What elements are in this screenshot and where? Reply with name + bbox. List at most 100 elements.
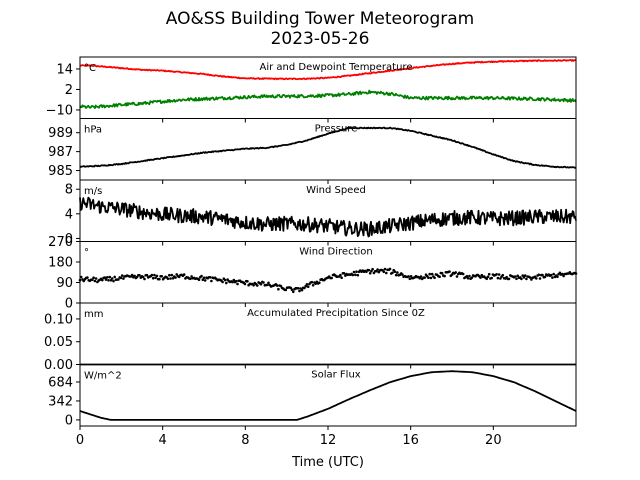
wind-direction-point bbox=[355, 270, 358, 274]
wind-direction-point bbox=[516, 274, 519, 278]
wind-direction-point bbox=[108, 275, 112, 279]
series-line bbox=[79, 370, 577, 421]
wind-direction-point bbox=[296, 287, 300, 290]
figure-title: AO&SS Building Tower Meteorogram bbox=[166, 9, 474, 29]
unit-label: °C bbox=[84, 63, 96, 74]
wind-direction-point bbox=[119, 276, 123, 280]
y-tick-label: 989 bbox=[48, 126, 73, 141]
wind-direction-point bbox=[169, 277, 172, 280]
wind-direction-point bbox=[339, 273, 342, 277]
wind-direction-point bbox=[305, 283, 309, 286]
wind-direction-point bbox=[429, 276, 433, 280]
wind-direction-point bbox=[306, 285, 310, 289]
y-tick-label: 90 bbox=[56, 276, 73, 291]
x-tick-label: 20 bbox=[485, 433, 502, 448]
y-tick-label: 180 bbox=[48, 256, 73, 271]
unit-label: m/s bbox=[84, 186, 102, 197]
panel-title: Pressure bbox=[315, 124, 358, 135]
wind-direction-point bbox=[443, 274, 446, 278]
unit-label: mm bbox=[84, 309, 103, 320]
wind-direction-point bbox=[513, 275, 517, 278]
y-tick-label: 0 bbox=[65, 297, 73, 312]
wind-direction-point bbox=[556, 275, 559, 279]
y-tick-label: 0.10 bbox=[44, 312, 73, 327]
wind-direction-point bbox=[232, 278, 236, 282]
y-tick-label: 985 bbox=[48, 164, 73, 179]
wind-direction-point bbox=[401, 273, 404, 276]
series-line bbox=[79, 89, 577, 109]
wind-direction-point bbox=[117, 278, 120, 281]
wind-direction-point bbox=[122, 277, 125, 280]
wind-direction-point bbox=[189, 277, 192, 281]
wind-direction-point bbox=[340, 276, 343, 280]
wind-direction-point bbox=[427, 276, 430, 280]
unit-label: W/m^2 bbox=[84, 371, 122, 382]
y-tick-label: −10 bbox=[46, 103, 73, 118]
x-tick-label: 4 bbox=[159, 433, 167, 448]
wind-direction-point bbox=[448, 270, 451, 273]
wind-direction-point bbox=[440, 271, 444, 275]
panel-3: 8 4 0 m/s Wind Speed bbox=[65, 179, 577, 247]
wind-direction-point bbox=[310, 280, 314, 284]
wind-direction-point bbox=[221, 280, 224, 284]
x-tick-label: 8 bbox=[241, 433, 249, 448]
wind-direction-point bbox=[501, 273, 505, 277]
wind-direction-point bbox=[200, 274, 203, 278]
wind-direction-point bbox=[330, 276, 334, 280]
x-tick-label: 16 bbox=[402, 433, 419, 448]
wind-direction-point bbox=[79, 275, 83, 279]
wind-direction-point bbox=[496, 276, 500, 280]
wind-direction-point bbox=[210, 279, 213, 283]
panel-title: Wind Direction bbox=[299, 247, 373, 258]
wind-direction-point bbox=[541, 273, 544, 277]
wind-direction-point bbox=[225, 281, 228, 285]
wind-direction-point bbox=[93, 279, 97, 283]
wind-direction-point bbox=[277, 287, 280, 291]
wind-direction-point bbox=[86, 276, 89, 279]
y-tick-label: 987 bbox=[48, 145, 73, 160]
wind-direction-point bbox=[407, 275, 410, 278]
wind-direction-point bbox=[304, 284, 308, 288]
wind-direction-point bbox=[352, 270, 356, 274]
wind-direction-point bbox=[490, 276, 494, 280]
panel-title: Solar Flux bbox=[311, 370, 361, 381]
wind-direction-point bbox=[465, 274, 469, 278]
wind-direction-point bbox=[262, 281, 265, 284]
wind-direction-point bbox=[486, 275, 490, 279]
wind-direction-point bbox=[367, 268, 371, 272]
wind-direction-point bbox=[290, 288, 294, 292]
panel-2: 989 987 985 hPa Pressure bbox=[48, 118, 577, 184]
wind-direction-point bbox=[154, 276, 157, 280]
wind-direction-point bbox=[318, 281, 321, 285]
wind-direction-point bbox=[419, 275, 423, 278]
wind-direction-point bbox=[110, 277, 114, 280]
wind-direction-point bbox=[103, 276, 107, 279]
y-tick-label: 270 bbox=[48, 235, 73, 250]
wind-direction-point bbox=[485, 277, 489, 281]
wind-direction-point bbox=[454, 271, 458, 274]
wind-direction-point bbox=[497, 273, 501, 276]
figure-subtitle: 2023-05-26 bbox=[271, 29, 370, 49]
wind-direction-point bbox=[267, 281, 270, 285]
x-axis: 0 4 8 12 16 20 bbox=[76, 433, 502, 448]
x-axis-label: Time (UTC) bbox=[291, 455, 364, 470]
wind-direction-point bbox=[155, 274, 159, 278]
wind-direction-point bbox=[246, 280, 249, 283]
wind-direction-point bbox=[461, 272, 465, 276]
wind-direction-point bbox=[201, 278, 205, 282]
wind-direction-point bbox=[342, 272, 346, 275]
wind-direction-point bbox=[468, 274, 471, 278]
wind-direction-point bbox=[236, 282, 239, 286]
wind-direction-point bbox=[101, 278, 104, 282]
wind-direction-point bbox=[495, 273, 498, 276]
wind-direction-point bbox=[234, 279, 238, 283]
wind-direction-point bbox=[158, 277, 161, 281]
wind-direction-point bbox=[182, 273, 186, 276]
panel-title: Air and Dewpoint Temperature bbox=[260, 62, 413, 73]
wind-direction-point bbox=[351, 273, 355, 277]
wind-direction-point bbox=[438, 275, 441, 279]
wind-direction-point bbox=[535, 277, 538, 280]
wind-direction-point bbox=[479, 276, 482, 279]
wind-direction-point bbox=[208, 276, 212, 279]
